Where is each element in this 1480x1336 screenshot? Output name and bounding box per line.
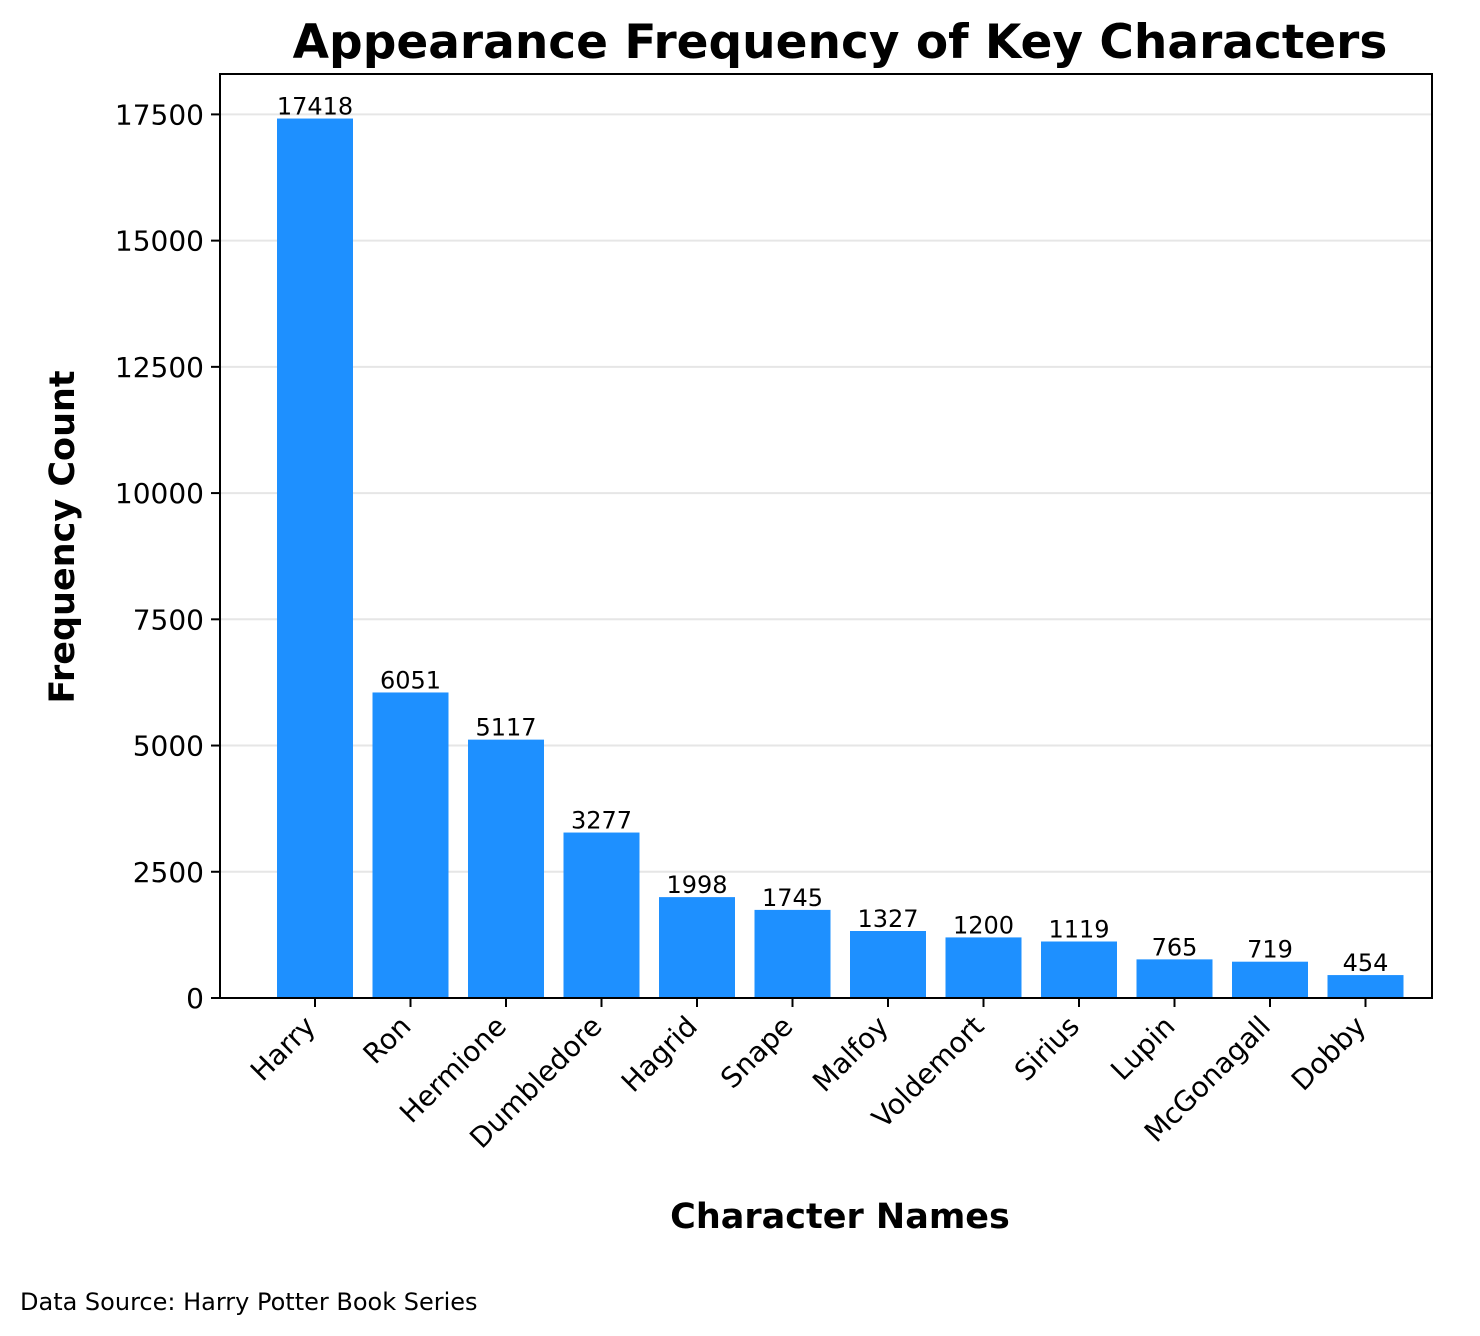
data-label: 5117: [475, 714, 536, 742]
data-label: 719: [1247, 936, 1293, 964]
y-tick-label: 0: [186, 982, 204, 1015]
data-label: 3277: [571, 807, 632, 835]
data-label: 1327: [857, 905, 918, 933]
plot-area-frame: [219, 73, 1433, 999]
data-source-note: Data Source: Harry Potter Book Series: [20, 1288, 478, 1316]
x-tick-label: Lupin: [1104, 1010, 1181, 1087]
data-label: 1119: [1048, 915, 1109, 943]
data-label: 6051: [380, 666, 441, 694]
bar-hagrid: [659, 897, 735, 998]
data-labels: 17418 6051 5117 3277 1998 1745 1327 1200 1119 765…: [277, 93, 1389, 978]
y-axis-label: Frequency Count: [43, 370, 83, 703]
bar-harry: [277, 118, 353, 999]
bar-lupin: [1136, 959, 1213, 998]
data-label: 1998: [666, 871, 727, 899]
x-tick-label: Ron: [357, 1010, 418, 1071]
data-label: 454: [1343, 949, 1389, 977]
y-axis-ticks: 0 2500 5000 7500 10000 12500 15000 17500: [115, 98, 220, 1015]
data-label: 1745: [762, 884, 823, 912]
data-label: 17418: [277, 93, 353, 121]
bar-voldemort: [945, 937, 1022, 998]
data-label: 1200: [953, 911, 1014, 939]
y-tick-label: 2500: [133, 856, 204, 889]
x-axis-label: Character Names: [670, 1197, 1010, 1237]
bar-malfoy: [850, 930, 926, 998]
y-tick-label: 7500: [133, 603, 204, 636]
bar-dobby: [1327, 975, 1404, 998]
x-tick-label: Sirius: [1008, 1010, 1086, 1088]
x-tick-label: Harry: [244, 1010, 322, 1088]
y-tick-label: 10000: [115, 477, 204, 510]
x-tick-label: Hagrid: [615, 1010, 704, 1099]
data-label: 765: [1152, 933, 1198, 961]
bar-snape: [754, 909, 831, 998]
y-tick-label: 12500: [115, 351, 204, 384]
chart-title: Appearance Frequency of Key Characters: [293, 15, 1388, 70]
bar-dumbledore: [563, 832, 640, 998]
bar-sirius: [1041, 941, 1117, 998]
x-tick-label: Malfoy: [806, 1010, 895, 1099]
y-tick-label: 17500: [115, 98, 204, 131]
y-tick-label: 5000: [133, 730, 204, 763]
y-tick-label: 15000: [115, 225, 204, 258]
bar-mcgonagall: [1232, 961, 1308, 998]
x-tick-label: Snape: [714, 1010, 799, 1095]
x-tick-label: Dobby: [1285, 1010, 1373, 1098]
bar-ron: [372, 692, 449, 998]
bar-hermione: [468, 739, 544, 998]
bars: [277, 118, 1404, 999]
